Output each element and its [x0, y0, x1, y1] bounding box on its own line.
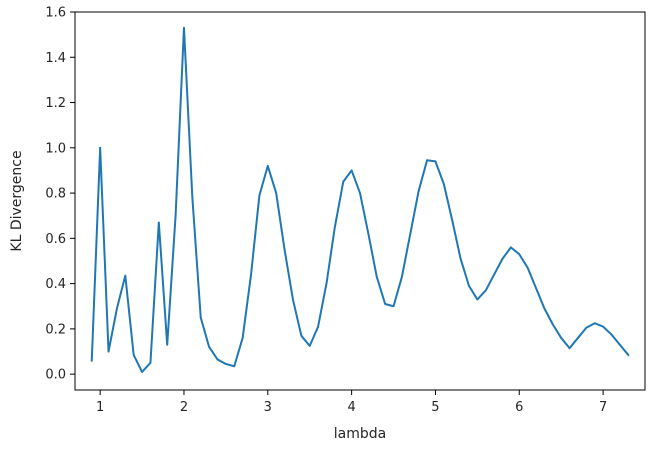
- data-point: [99, 147, 101, 149]
- data-point: [300, 334, 303, 337]
- y-tick-label: 1.4: [45, 51, 66, 66]
- data-point: [484, 289, 487, 292]
- data-point: [275, 192, 277, 194]
- data-point: [401, 276, 403, 278]
- data-point: [426, 159, 428, 162]
- data-point: [535, 287, 537, 289]
- y-tick-label: 0.8: [45, 187, 66, 202]
- data-point: [518, 253, 521, 255]
- data-point: [166, 343, 169, 346]
- data-point: [225, 363, 227, 365]
- axis-ticks: 1 2 3 4 5 6 7 0.0 0.2 0.4 0.6 0.8 1.0 1.2 1.4 1.6: [45, 6, 607, 416]
- data-point: [250, 273, 252, 276]
- data-point: [459, 257, 462, 260]
- data-point: [350, 169, 353, 172]
- data-point: [191, 196, 194, 199]
- x-axis-label: lambda: [334, 426, 386, 442]
- data-point: [116, 307, 118, 310]
- x-tick-label: 1: [96, 400, 104, 415]
- data-point: [367, 233, 370, 235]
- data-point: [627, 354, 630, 356]
- data-point: [384, 303, 386, 305]
- data-point: [283, 248, 286, 251]
- y-tick-label: 1.6: [45, 6, 66, 21]
- data-point: [501, 257, 504, 260]
- data-point: [577, 337, 579, 339]
- y-tick-label: 0.0: [45, 368, 66, 383]
- data-point: [359, 192, 361, 194]
- data-point: [149, 362, 152, 364]
- data-point: [526, 266, 529, 269]
- data-point: [585, 326, 588, 329]
- data-point: [292, 298, 294, 301]
- data-point: [158, 221, 160, 224]
- data-point: [258, 194, 261, 197]
- plot-frame: [74, 11, 646, 391]
- series-line: [90, 26, 630, 373]
- data-point: [183, 27, 185, 29]
- x-tick-label: 6: [515, 400, 523, 415]
- data-point: [619, 343, 621, 346]
- data-point: [417, 190, 420, 192]
- series-layer: [90, 26, 630, 373]
- data-point: [342, 180, 345, 183]
- x-tick-label: 5: [431, 400, 439, 415]
- data-point: [141, 371, 143, 373]
- x-tick-label: 2: [180, 400, 188, 415]
- data-point: [392, 305, 395, 308]
- y-tick-label: 1.2: [45, 96, 66, 111]
- data-point: [610, 333, 613, 336]
- y-tick-label: 0.6: [45, 232, 66, 247]
- data-point: [451, 219, 454, 222]
- y-tick-label: 0.2: [45, 322, 66, 337]
- data-point: [266, 165, 269, 167]
- data-point: [602, 325, 604, 328]
- data-point: [107, 350, 110, 353]
- data-point: [568, 347, 571, 349]
- data-point: [375, 276, 378, 278]
- data-point: [124, 274, 127, 277]
- data-point: [216, 358, 219, 361]
- x-tick-label: 3: [264, 400, 272, 415]
- data-point: [476, 298, 479, 301]
- y-tick-label: 0.4: [45, 277, 66, 292]
- data-point: [409, 233, 412, 235]
- data-point: [543, 307, 546, 310]
- y-tick-label: 1.0: [45, 141, 66, 156]
- data-point: [551, 323, 554, 326]
- x-tick-label: 4: [347, 400, 355, 415]
- data-point: [317, 325, 319, 328]
- data-point: [325, 282, 328, 285]
- data-point: [493, 273, 495, 276]
- data-point: [132, 354, 135, 356]
- y-axis-label: KL Divergence: [9, 150, 25, 251]
- data-point: [593, 322, 596, 325]
- data-point: [241, 337, 244, 339]
- data-point: [560, 337, 562, 339]
- data-point: [468, 285, 470, 287]
- x-tick-label: 7: [599, 400, 607, 415]
- data-point: [174, 214, 177, 217]
- data-point: [199, 316, 202, 319]
- data-point: [334, 226, 336, 228]
- data-point: [510, 246, 512, 249]
- data-point: [233, 365, 236, 368]
- data-point: [208, 346, 210, 348]
- data-point: [90, 359, 93, 362]
- data-point: [443, 183, 445, 185]
- data-point: [308, 345, 311, 347]
- data-point: [434, 160, 437, 163]
